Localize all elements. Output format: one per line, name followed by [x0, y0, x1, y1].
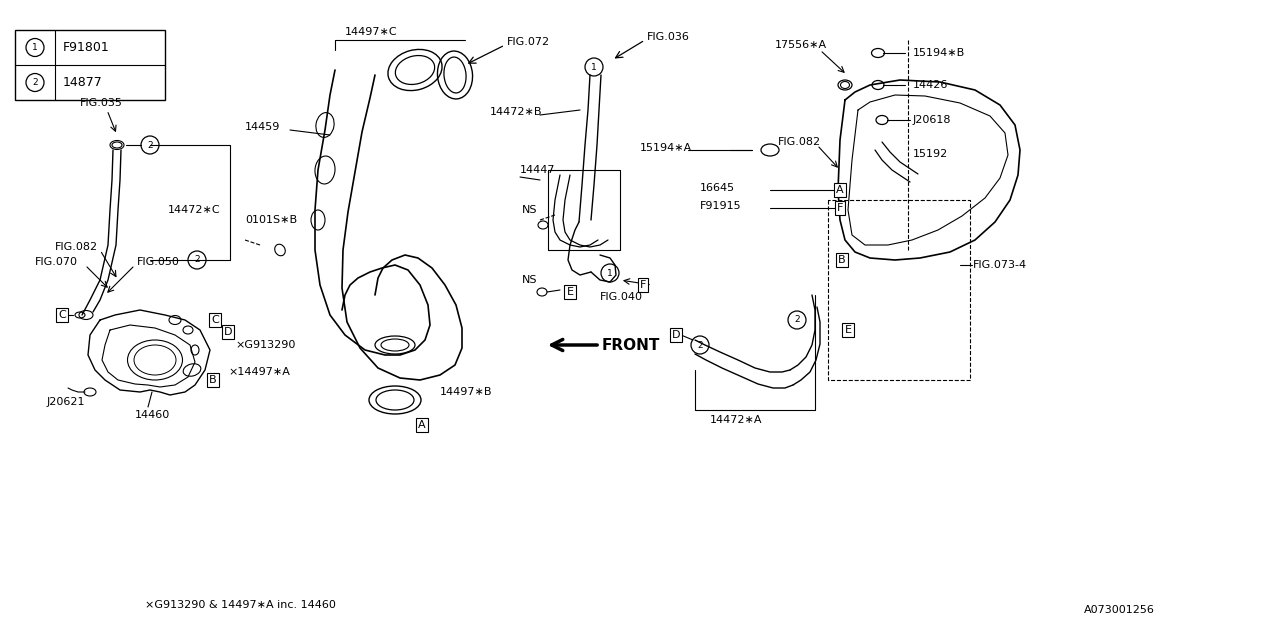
- Text: 14472∗A: 14472∗A: [710, 415, 763, 425]
- Text: 14472∗B: 14472∗B: [490, 107, 543, 117]
- Text: 15194∗A: 15194∗A: [640, 143, 692, 153]
- Text: F: F: [640, 280, 646, 290]
- Text: D: D: [672, 330, 680, 340]
- Text: 2: 2: [794, 316, 800, 324]
- Text: NS: NS: [522, 205, 538, 215]
- Text: 0101S∗B: 0101S∗B: [244, 215, 297, 225]
- Text: A: A: [419, 420, 426, 430]
- Text: FRONT: FRONT: [602, 337, 660, 353]
- Text: 14497∗C: 14497∗C: [346, 27, 398, 37]
- Text: FIG.073-4: FIG.073-4: [973, 260, 1027, 270]
- Text: FIG.070: FIG.070: [35, 257, 78, 267]
- Text: FIG.072: FIG.072: [507, 37, 550, 47]
- Text: FIG.040: FIG.040: [600, 292, 643, 302]
- Text: 17556∗A: 17556∗A: [774, 40, 827, 50]
- Text: 14877: 14877: [63, 76, 102, 89]
- Text: 14459: 14459: [244, 122, 280, 132]
- Text: C: C: [58, 310, 65, 320]
- Text: A073001256: A073001256: [1084, 605, 1155, 615]
- Text: FIG.036: FIG.036: [646, 32, 690, 42]
- Text: FIG.082: FIG.082: [55, 242, 99, 252]
- Text: NS: NS: [522, 275, 538, 285]
- Text: F91915: F91915: [700, 201, 741, 211]
- Text: J20618: J20618: [913, 115, 951, 125]
- Text: F: F: [837, 203, 844, 213]
- Text: F91801: F91801: [63, 41, 110, 54]
- Text: ×G913290: ×G913290: [236, 340, 296, 350]
- Text: E: E: [845, 325, 851, 335]
- Text: 2: 2: [698, 340, 703, 349]
- Text: 1: 1: [32, 43, 38, 52]
- Text: J20621: J20621: [47, 397, 86, 407]
- Text: 14472∗C: 14472∗C: [168, 205, 220, 215]
- Text: E: E: [567, 287, 573, 297]
- Text: 15194∗B: 15194∗B: [913, 48, 965, 58]
- Text: 14426: 14426: [913, 80, 948, 90]
- Text: C: C: [211, 315, 219, 325]
- Text: 2: 2: [195, 255, 200, 264]
- Text: FIG.035: FIG.035: [79, 98, 123, 108]
- Text: FIG.082: FIG.082: [778, 137, 822, 147]
- Text: 16645: 16645: [700, 183, 735, 193]
- Text: 14497∗B: 14497∗B: [440, 387, 493, 397]
- Text: B: B: [838, 255, 846, 265]
- Text: 1: 1: [607, 269, 613, 278]
- Text: 1: 1: [591, 63, 596, 72]
- Text: 14447: 14447: [520, 165, 556, 175]
- Text: B: B: [209, 375, 216, 385]
- Text: ×14497∗A: ×14497∗A: [228, 367, 289, 377]
- Text: 2: 2: [32, 78, 38, 87]
- Bar: [15, 30, 165, 100]
- Text: A: A: [836, 185, 844, 195]
- Text: ×G913290 & 14497∗A inc. 14460: ×G913290 & 14497∗A inc. 14460: [145, 600, 335, 610]
- Text: 15192: 15192: [913, 149, 948, 159]
- Text: FIG.050: FIG.050: [137, 257, 180, 267]
- Text: 2: 2: [147, 141, 152, 150]
- Text: 14460: 14460: [134, 410, 170, 420]
- Text: D: D: [224, 327, 232, 337]
